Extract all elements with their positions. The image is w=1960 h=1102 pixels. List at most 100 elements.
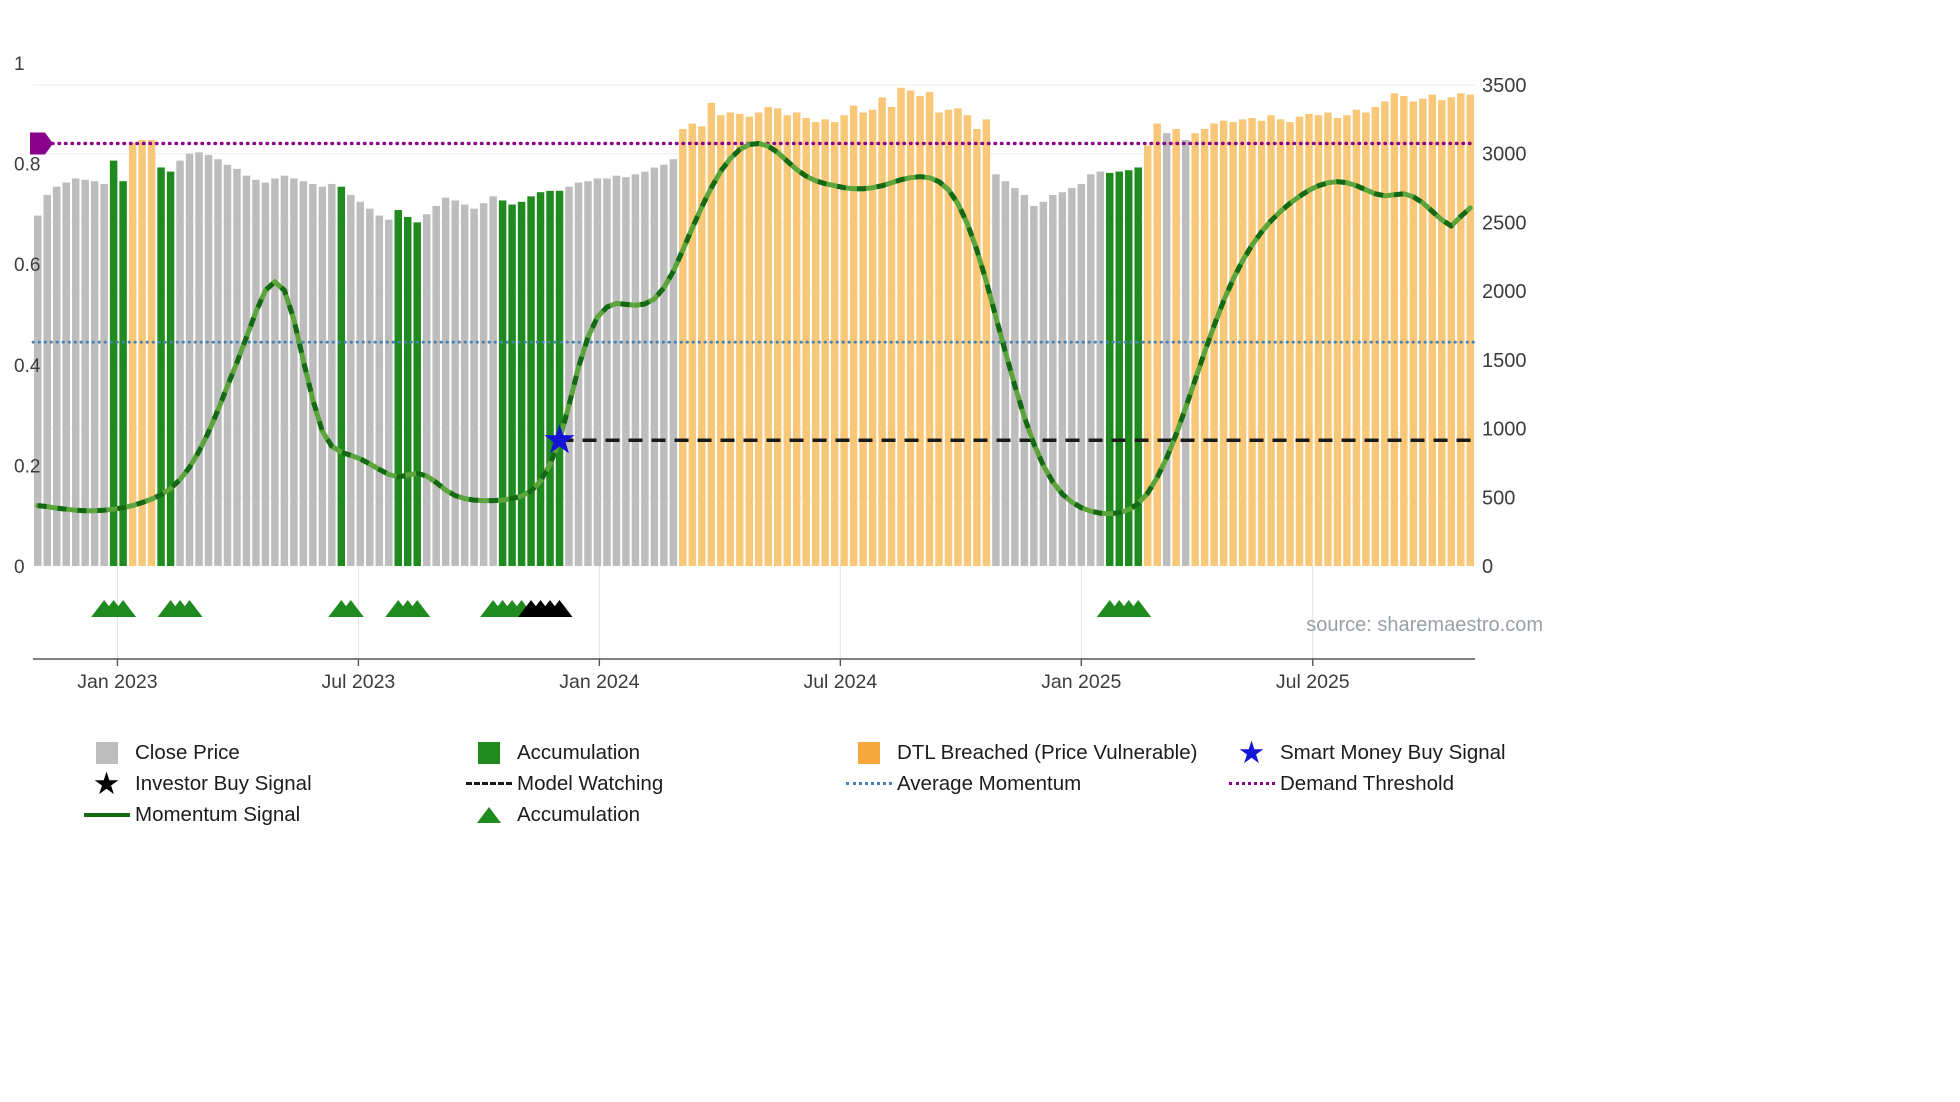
- price-bar: [34, 215, 42, 566]
- price-bar: [1020, 194, 1029, 566]
- legend-item-investor-buy-signal: ★ Investor Buy Signal: [78, 768, 460, 799]
- price-bar: [441, 197, 450, 566]
- price-bar: [242, 175, 251, 566]
- legend-item-model-watching: Model Watching: [460, 772, 840, 796]
- price-bar: [62, 182, 70, 566]
- price-bar: [1466, 94, 1474, 567]
- price-bar: [830, 122, 839, 567]
- price-bar: [1381, 101, 1389, 567]
- price-bar: [1143, 145, 1152, 566]
- price-bar: [422, 214, 431, 566]
- price-bar: [717, 115, 725, 566]
- price-bar: [479, 203, 488, 566]
- price-bar: [944, 109, 953, 567]
- price-bar: [1134, 167, 1142, 566]
- price-bar: [366, 208, 374, 566]
- price-bar: [394, 210, 402, 566]
- legend-label: Smart Money Buy Signal: [1280, 740, 1506, 764]
- x-axis-label: Jan 2024: [559, 671, 639, 693]
- y-axis-label-right: 1000: [1482, 419, 1527, 441]
- price-bar: [916, 95, 924, 567]
- price-bar: [166, 171, 175, 566]
- price-bar: [299, 181, 308, 566]
- price-bar: [1257, 120, 1266, 566]
- price-bar: [90, 181, 99, 566]
- price-bar: [954, 108, 962, 567]
- price-bar: [973, 128, 981, 567]
- price-bar: [128, 142, 137, 566]
- price-bar: [849, 105, 858, 567]
- price-bar: [707, 102, 716, 567]
- y-axis-label-right: 2500: [1482, 212, 1527, 234]
- price-bar: [261, 182, 270, 566]
- price-bar: [963, 115, 972, 566]
- price-bar: [1314, 115, 1323, 566]
- legend-item-demand-threshold: Demand Threshold: [1223, 772, 1506, 796]
- y-axis-label-right: 500: [1482, 487, 1515, 509]
- y-axis-label-left: 0.4: [14, 356, 41, 377]
- price-bar: [318, 186, 327, 566]
- price-bar: [1343, 115, 1351, 566]
- price-bar: [119, 181, 127, 566]
- legend-label: Demand Threshold: [1280, 771, 1454, 795]
- legend-item-accumulation: Accumulation: [460, 803, 840, 827]
- y-axis-label-right: 3500: [1482, 75, 1527, 97]
- price-bar: [1390, 93, 1399, 566]
- price-bar: [470, 208, 478, 566]
- price-bar: [1400, 95, 1408, 567]
- price-bar: [1124, 170, 1133, 566]
- y-axis-label-left: 0.8: [14, 155, 40, 176]
- price-bar: [1229, 122, 1237, 567]
- price-bar: [698, 126, 706, 566]
- price-bar: [1267, 115, 1275, 566]
- price-bar: [517, 201, 526, 566]
- price-bar: [43, 194, 51, 566]
- price-bar: [546, 190, 554, 566]
- price-bar: [290, 178, 298, 566]
- price-bar: [1219, 120, 1228, 566]
- price-bar: [1438, 100, 1446, 567]
- legend-label: Average Momentum: [897, 771, 1082, 795]
- price-bar: [565, 186, 573, 566]
- x-axis-label: Jul 2025: [1276, 671, 1350, 693]
- price-bar: [906, 90, 915, 566]
- price-bar: [309, 183, 317, 566]
- price-bar: [622, 177, 630, 566]
- price-bar: [1447, 97, 1456, 567]
- price-bar: [887, 106, 896, 567]
- price-bar: [1305, 113, 1313, 567]
- dotted-line-sample: [1228, 782, 1275, 785]
- demand-threshold-marker: [30, 132, 53, 155]
- price-bar: [792, 112, 801, 567]
- legend-label: Investor Buy Signal: [135, 771, 312, 795]
- price-bar: [783, 115, 791, 566]
- y-axis-label-right: 3000: [1482, 144, 1527, 166]
- price-bar: [413, 222, 421, 566]
- accumulation-triangle-icon: [337, 600, 364, 617]
- close-price-bars: [34, 87, 1474, 567]
- investor-triangle-icon: [546, 600, 573, 617]
- price-bar: [195, 152, 203, 566]
- price-bar: [347, 194, 355, 566]
- y-axis-label-right: 1500: [1482, 350, 1527, 372]
- color-swatch: [477, 741, 500, 764]
- price-bar: [1409, 101, 1418, 567]
- legend-label: Accumulation: [517, 802, 641, 826]
- price-bar: [223, 164, 232, 566]
- x-axis-label: Jan 2023: [77, 671, 157, 693]
- price-bar: [584, 181, 592, 566]
- momentum-line-dashes: [37, 141, 1472, 517]
- y-axis-label-left: 0.6: [14, 255, 40, 276]
- price-bar: [1115, 171, 1123, 566]
- price-bar: [432, 205, 440, 566]
- price-bar: [214, 159, 222, 566]
- price-bar: [252, 179, 260, 566]
- accumulation-triangle-icon: [176, 600, 203, 617]
- price-bar: [669, 159, 678, 566]
- price-bar: [650, 167, 659, 566]
- price-bar: [527, 196, 535, 566]
- y-axis-label-left: 0.2: [14, 456, 40, 477]
- legend-label: Close Price: [135, 740, 240, 764]
- chart-legend: Close Price Accumulation DTL Breached (Pri…: [78, 737, 1506, 830]
- price-bar: [1181, 139, 1190, 566]
